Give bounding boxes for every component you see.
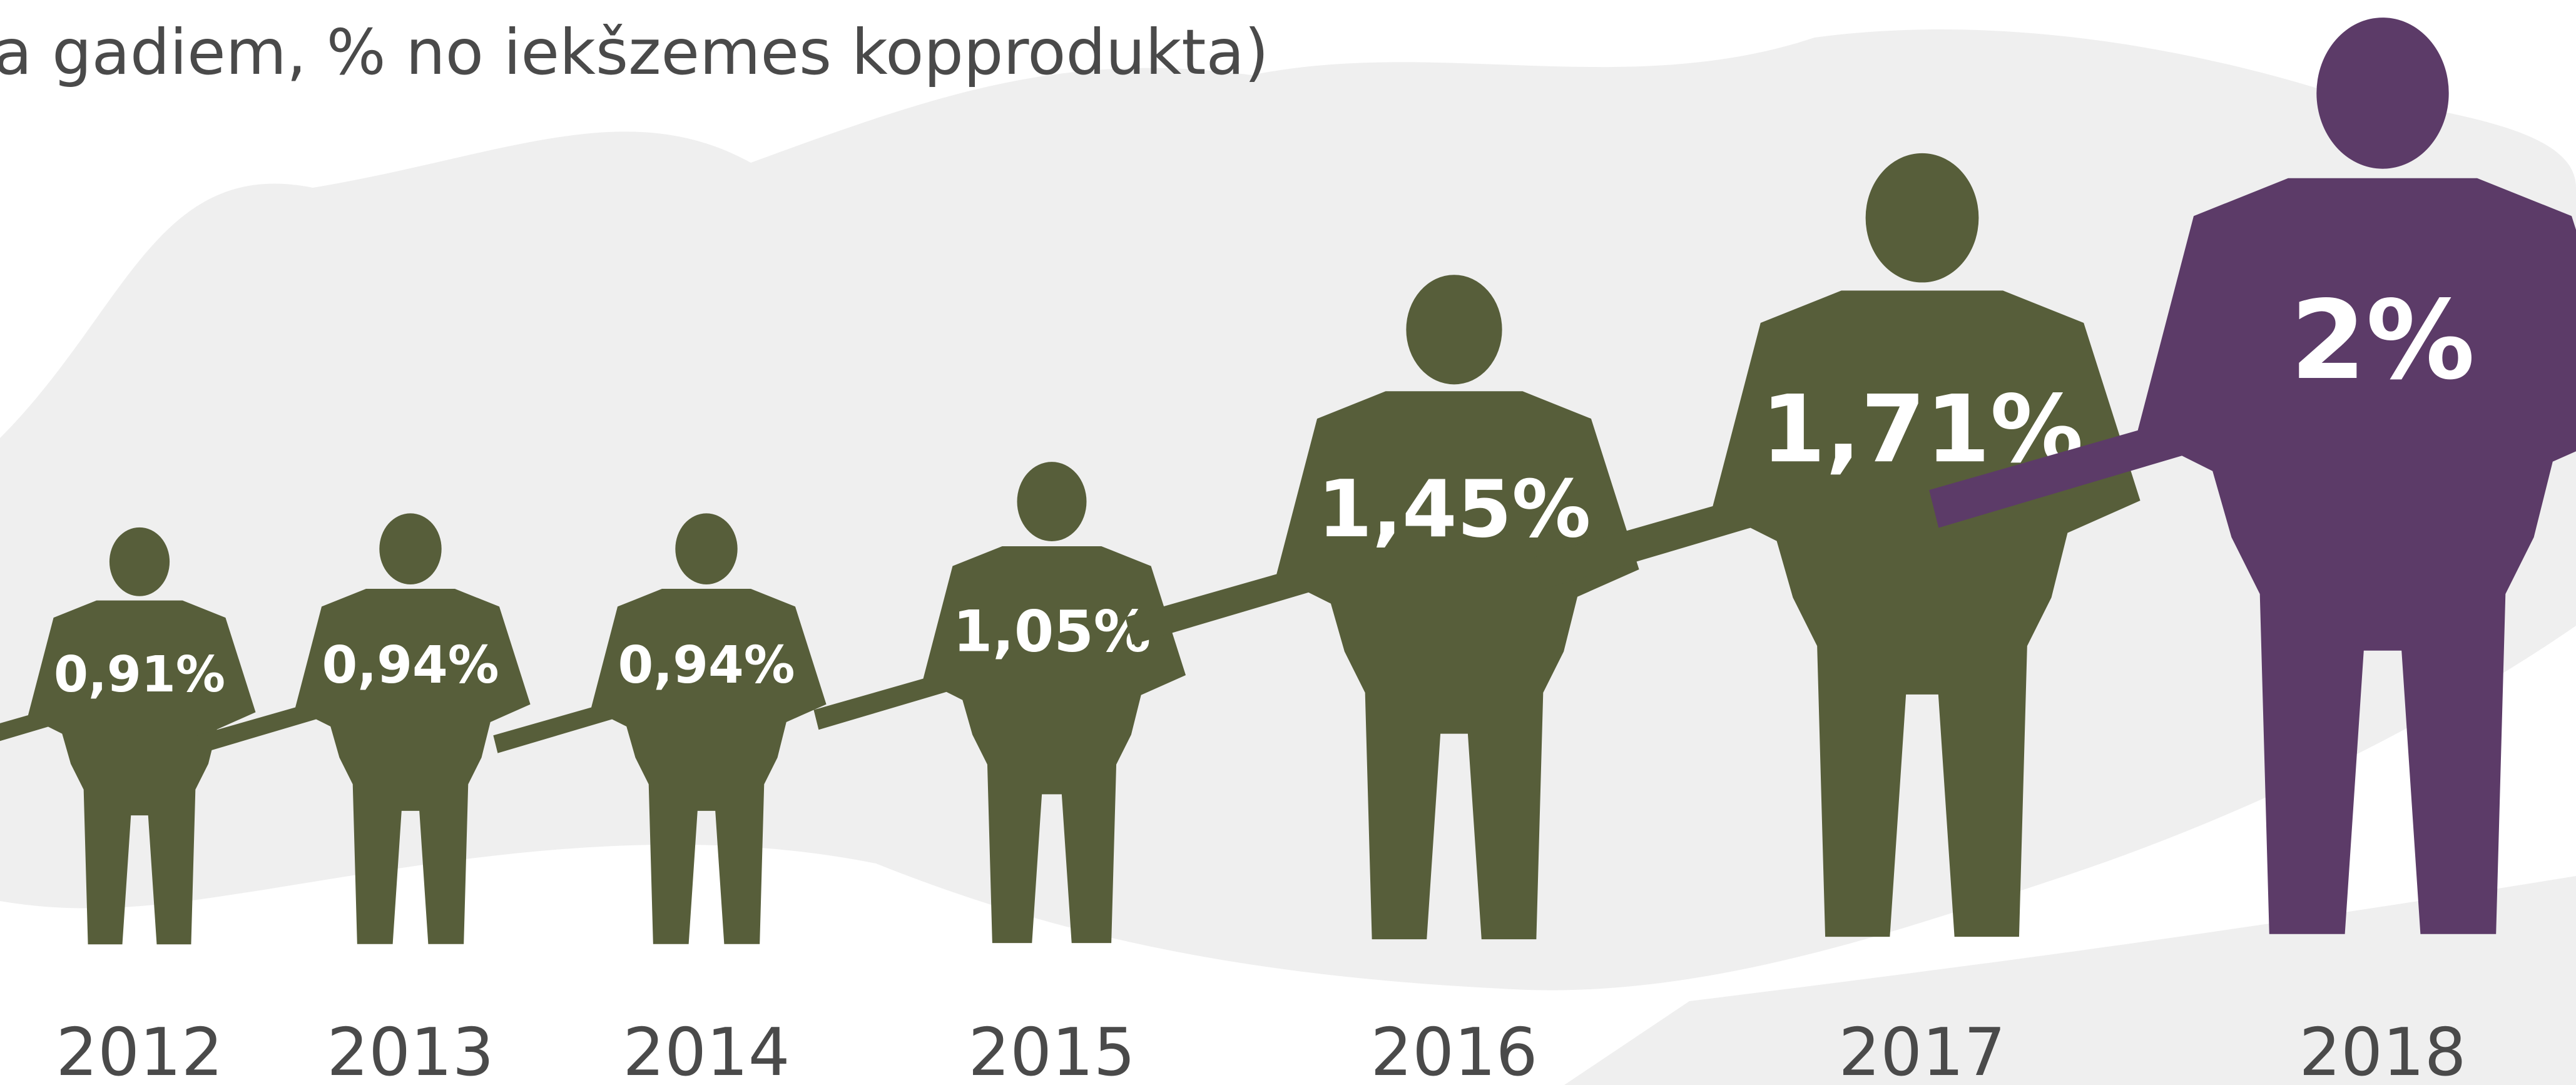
value-label: 2% [2291,277,2475,404]
soldier [493,513,827,944]
value-label: 1,45% [1318,463,1591,555]
soldier-bar [1125,275,1639,940]
value-label: 0,94% [618,636,795,695]
x-tick-label: 2013 [327,1014,494,1085]
soldier-bar [197,513,531,944]
soldier-bar [1534,153,2141,937]
x-tick-label: 2016 [1370,1014,1537,1085]
x-tick-label: 2015 [968,1014,1135,1085]
x-tick-label: 2014 [623,1014,790,1085]
soldier-bar [493,513,827,944]
subtitle: a gadiem, % no iekšzemes kopprodukta) [0,16,1269,89]
value-label: 0,91% [54,646,225,703]
soldier-bar [813,462,1186,944]
soldier [0,527,256,945]
soldier-bar [1929,18,2576,934]
soldier [1929,18,2576,934]
value-label: 0,94% [322,636,499,695]
soldier [1125,275,1639,940]
soldier [813,462,1186,944]
soldier [197,513,531,944]
soldier-bar [0,527,256,945]
value-label: 1,05% [953,598,1151,665]
x-tick-label: 2012 [56,1014,223,1085]
x-tick-label: 2018 [2299,1014,2466,1085]
soldier [1534,153,2141,937]
x-tick-label: 2017 [1838,1014,2005,1085]
